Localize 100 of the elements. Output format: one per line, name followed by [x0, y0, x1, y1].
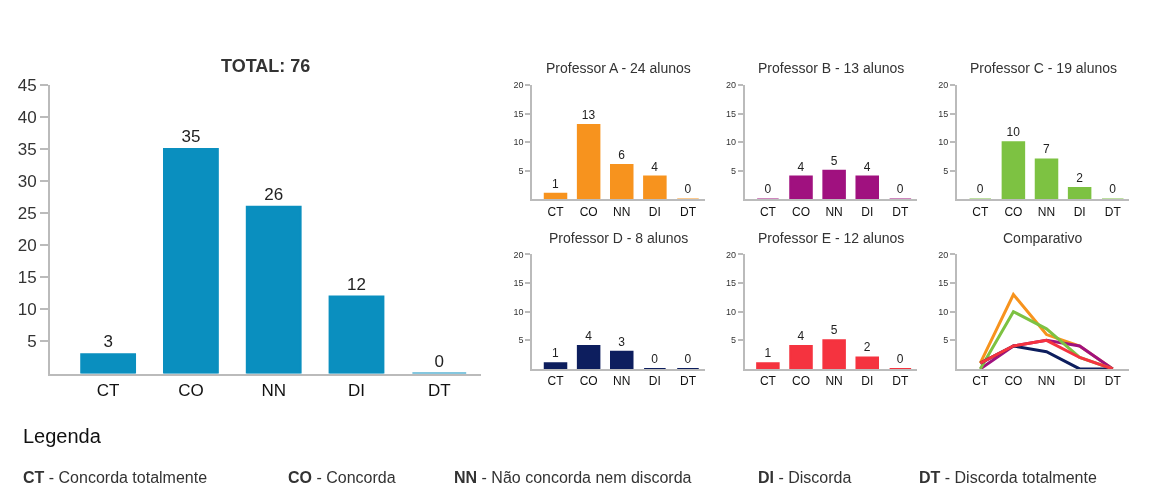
y-tick-label: 15 [938, 108, 949, 119]
y-tick-label: 10 [938, 306, 949, 317]
x-tick-label: DT [427, 380, 451, 400]
y-tick-label: 10 [513, 306, 524, 317]
text: CT - Concorda totalmente [23, 469, 208, 486]
chart-title: TOTAL: 76 [221, 56, 311, 76]
y-tick-label: 10 [938, 137, 949, 148]
x-tick-label: DT [679, 374, 697, 389]
data-label: 4 [585, 329, 593, 344]
text: CO - Concorda [288, 469, 396, 486]
x-tick-label: DI [648, 374, 661, 389]
data-label: 13 [581, 108, 596, 123]
data-label: 10 [1006, 125, 1021, 140]
x-tick-label: DT [1104, 374, 1122, 389]
data-label: 3 [618, 334, 626, 349]
x-tick-label: NN [1037, 374, 1056, 389]
text: DT - Discorda totalmente [919, 469, 1097, 486]
data-label: 1 [764, 346, 772, 361]
x-tick-label: CT [972, 374, 989, 389]
y-tick-label: 5 [27, 332, 37, 352]
y-tick-label: 25 [17, 204, 37, 224]
data-label: 6 [618, 148, 626, 163]
data-label: 5 [830, 153, 838, 168]
data-label: 3 [103, 332, 113, 352]
x-tick-label: DI [861, 374, 874, 389]
y-tick-label: 15 [938, 278, 949, 289]
x-tick-label: DT [892, 374, 910, 389]
x-tick-label: NN [825, 204, 843, 219]
data-label: 7 [1043, 142, 1051, 157]
x-tick-label: CT [96, 380, 120, 400]
y-tick-label: 10 [725, 306, 736, 317]
data-label: 0 [896, 182, 904, 197]
y-tick-label: 20 [17, 236, 37, 256]
data-label: 2 [863, 340, 871, 355]
x-tick-label: CO [579, 374, 598, 389]
data-label: 0 [896, 351, 904, 366]
x-tick-label: NN [613, 374, 631, 389]
y-tick-label: 30 [17, 172, 37, 192]
data-label: 0 [684, 182, 692, 197]
y-tick-label: 15 [17, 268, 37, 288]
y-tick-label: 5 [730, 335, 736, 346]
data-label: 4 [797, 159, 805, 174]
chart-title: Professor E - 12 alunos [758, 230, 905, 246]
y-tick-label: 20 [725, 249, 736, 260]
x-tick-label: DI [348, 380, 365, 400]
data-label: 1 [552, 176, 560, 191]
chart-title: Professor B - 13 alunos [758, 60, 905, 76]
x-tick-label: DT [892, 204, 910, 219]
data-label: 0 [684, 351, 692, 366]
x-tick-label: DI [648, 204, 661, 219]
data-label: 0 [651, 351, 659, 366]
data-label: 1 [552, 346, 560, 361]
x-tick-label: NN [825, 374, 843, 389]
x-tick-label: DI [1073, 374, 1086, 389]
data-label: 0 [434, 351, 445, 371]
y-tick-label: 45 [17, 75, 37, 95]
x-tick-label: NN [261, 380, 286, 400]
data-label: 4 [651, 159, 659, 174]
x-tick-label: CO [1004, 204, 1023, 219]
y-tick-label: 20 [938, 80, 949, 91]
data-label: 12 [347, 274, 366, 294]
data-label: 4 [863, 159, 871, 174]
y-tick-label: 15 [725, 278, 736, 289]
x-tick-label: CT [759, 374, 777, 389]
data-label: 5 [830, 323, 838, 338]
y-tick-label: 10 [17, 300, 37, 320]
chart-title: Professor A - 24 alunos [546, 60, 691, 76]
text: Legenda [23, 425, 102, 447]
text: NN - Não concorda nem discorda [454, 469, 692, 486]
x-tick-label: DI [1073, 204, 1086, 219]
y-tick-label: 5 [730, 165, 736, 176]
x-tick-label: DT [679, 204, 697, 219]
y-tick-label: 20 [513, 249, 524, 260]
x-tick-label: CT [547, 374, 565, 389]
y-tick-label: 10 [513, 137, 524, 148]
x-tick-label: DT [1104, 204, 1122, 219]
x-tick-label: CT [547, 204, 565, 219]
x-tick-label: CT [759, 204, 777, 219]
x-tick-label: CO [178, 380, 204, 400]
chart-title: Comparativo [1003, 230, 1083, 246]
x-tick-label: NN [1037, 204, 1056, 219]
data-label: 0 [976, 182, 984, 197]
y-tick-label: 20 [513, 80, 524, 91]
y-tick-label: 35 [17, 140, 37, 160]
data-label: 4 [797, 329, 805, 344]
y-tick-label: 5 [943, 335, 949, 346]
y-tick-label: 40 [17, 107, 37, 127]
x-tick-label: CT [972, 204, 989, 219]
data-label: 0 [764, 182, 772, 197]
y-tick-label: 10 [725, 137, 736, 148]
y-tick-label: 5 [518, 165, 524, 176]
x-tick-label: NN [613, 204, 631, 219]
y-tick-label: 20 [938, 249, 949, 260]
y-tick-label: 20 [725, 80, 736, 91]
data-label: 0 [1109, 182, 1117, 197]
x-tick-label: DI [861, 204, 874, 219]
x-tick-label: CO [579, 204, 598, 219]
y-tick-label: 5 [943, 165, 949, 176]
data-label: 2 [1076, 171, 1084, 186]
x-tick-label: CO [1004, 374, 1023, 389]
